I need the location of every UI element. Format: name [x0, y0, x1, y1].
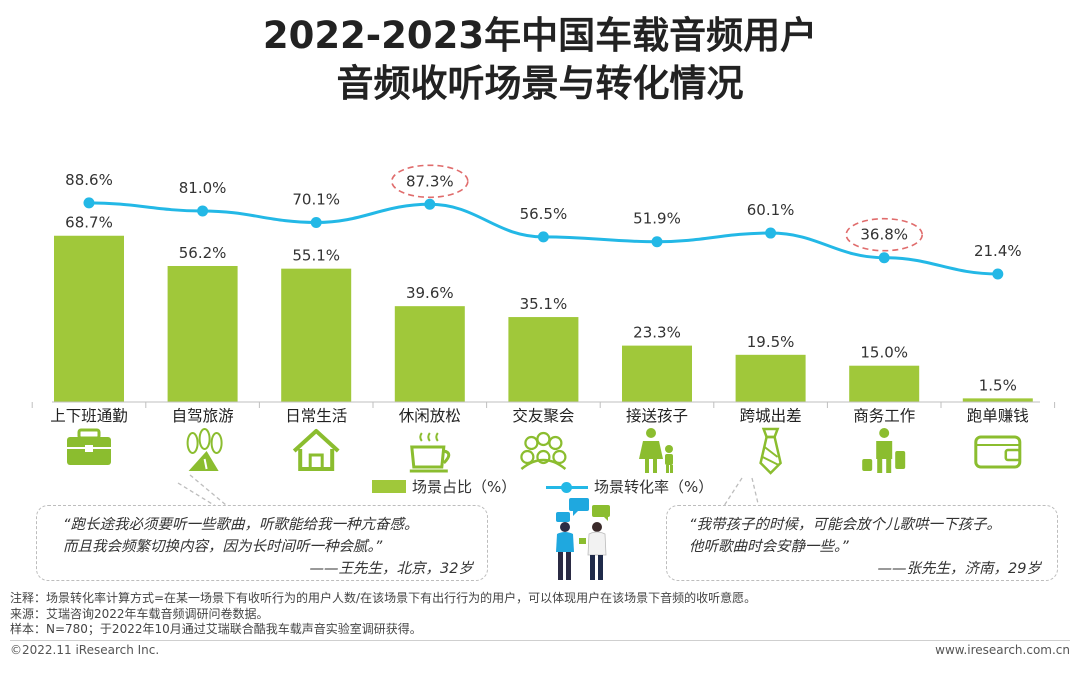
line-value-label-6: 60.1% [747, 201, 795, 219]
wallet-icon [974, 435, 1022, 469]
x-axis-ticks [31, 402, 1056, 408]
conversation-illustration [556, 498, 610, 580]
bar-1 [167, 265, 238, 402]
line-point-4 [537, 231, 549, 243]
bar-8 [962, 398, 1033, 402]
luggage-traveler-icon [862, 428, 906, 473]
highlight-ellipse-3 [390, 164, 469, 199]
category-label-3: 休闲放松 [399, 407, 461, 425]
bar-value-label-7: 15.0% [860, 344, 908, 362]
chart-title-line2: 音频收听场景与转化情况 [336, 62, 744, 105]
bar-0 [54, 235, 124, 402]
highlight-ellipse-7 [845, 217, 924, 252]
line-point-8 [992, 268, 1004, 280]
category-label-0: 上下班通勤 [50, 407, 128, 425]
right-quote-box: “我带孩子的时候，可能会放个儿歌哄一下孩子。 他听歌曲时会安静一些。” ——张先… [666, 505, 1058, 581]
bars-layer [54, 235, 1033, 402]
line-value-label-2: 70.1% [292, 190, 340, 208]
left-quote-line1: “跑长途我必须要听一些歌曲，听歌能给我一种亢奋感。 [63, 517, 419, 533]
line-value-label-5: 51.9% [633, 210, 681, 228]
legend-bar-label: 场景占比（%） [412, 478, 517, 496]
right-quote-signature: ——张先生，济南，29岁 [877, 561, 1041, 577]
house-icon [292, 429, 340, 471]
category-label-5: 接送孩子 [626, 407, 688, 425]
line-value-label-7: 36.8% [860, 226, 908, 244]
legend-line: 场景转化率（%） [546, 476, 713, 497]
line-value-label-1: 81.0% [179, 179, 227, 197]
right-quote-line2: 他听歌曲时会安静一些。” [689, 539, 849, 555]
icons-layer [67, 427, 1022, 475]
line-point-1 [197, 205, 209, 217]
footer-divider [10, 640, 1070, 641]
category-label-2: 日常生活 [285, 407, 347, 425]
line-value-label-3: 87.3% [406, 172, 454, 190]
line-point-0 [83, 197, 95, 209]
bar-value-label-3: 39.6% [406, 284, 454, 302]
footer-copyright: ©2022.11 iResearch Inc. [10, 643, 160, 657]
line-point-5 [651, 236, 663, 248]
trees-road-icon [186, 428, 223, 471]
line-value-label-8: 21.4% [974, 242, 1022, 260]
source-text: 来源：艾瑞咨询2022年车载音频调研问卷数据。 [10, 606, 269, 621]
coffee-cup-icon [409, 432, 451, 473]
left-quote-signature: ——王先生，北京，32岁 [309, 561, 473, 577]
line-value-label-4: 56.5% [520, 205, 568, 223]
right-quote-line1: “我带孩子的时候，可能会放个儿歌哄一下孩子。 [689, 517, 1002, 533]
necktie-icon [759, 427, 782, 475]
briefcase-icon [67, 428, 111, 465]
people-group-icon [520, 431, 567, 470]
legend-line-label: 场景转化率（%） [594, 478, 714, 496]
line-point-3 [424, 198, 436, 210]
left-quote-box: “跑长途我必须要听一些歌曲，听歌能给我一种亢奋感。 而且我会频繁切换内容，因为长… [36, 505, 488, 581]
bar-value-label-1: 56.2% [179, 244, 227, 262]
category-label-8: 跑单赚钱 [967, 407, 1029, 425]
category-label-1: 自驾旅游 [172, 407, 234, 425]
bar-2 [281, 268, 352, 402]
bar-value-label-6: 19.5% [747, 333, 795, 351]
bar-value-label-2: 55.1% [292, 247, 340, 265]
category-label-7: 商务工作 [853, 407, 915, 425]
bar-value-label-4: 35.1% [520, 295, 568, 313]
note-text: 注释：场景转化率计算方式=在某一场景下有收听行为的用户人数/在该场景下有出行行为… [10, 591, 757, 605]
line-value-label-0: 88.6% [65, 171, 113, 189]
labels-layer: 68.7% 56.2% 55.1% 39.6% 35.1% 23.3% 19.5% 15.0%… [50, 171, 1029, 425]
line-point-2 [310, 216, 322, 228]
bar-7 [849, 365, 920, 402]
legend-bar-swatch [372, 480, 406, 493]
notes-block: 注释：场景转化率计算方式=在某一场景下有收听行为的用户人数/在该场景下有出行行为… [10, 591, 756, 638]
footer-website: www.iresearch.com.cn [935, 643, 1070, 657]
bar-6 [735, 354, 806, 402]
bar-value-label-5: 23.3% [633, 324, 681, 342]
category-label-6: 跨城出差 [740, 407, 802, 425]
category-label-4: 交友聚会 [512, 407, 574, 425]
sample-text: 样本：N=780；于2022年10月通过艾瑞联合酷我车载声音实验室调研获得。 [10, 622, 422, 636]
decor-layer [177, 474, 761, 580]
bar-4 [508, 317, 579, 402]
bar-value-label-8: 1.5% [979, 376, 1017, 394]
bar-value-label-0: 68.7% [65, 214, 113, 232]
bar-5 [622, 345, 692, 402]
line-layer [83, 164, 1004, 280]
parent-child-icon [639, 428, 673, 473]
line-point-6 [765, 227, 777, 239]
bar-3 [394, 306, 465, 402]
legend-line-swatch [546, 480, 588, 494]
left-quote-line2: 而且我会频繁切换内容，因为长时间听一种会腻。” [63, 539, 383, 555]
legend-bar: 场景占比（%） [372, 476, 516, 497]
chart-title-line1: 2022-2023年中国车载音频用户 [262, 14, 818, 57]
line-point-7 [878, 252, 890, 264]
